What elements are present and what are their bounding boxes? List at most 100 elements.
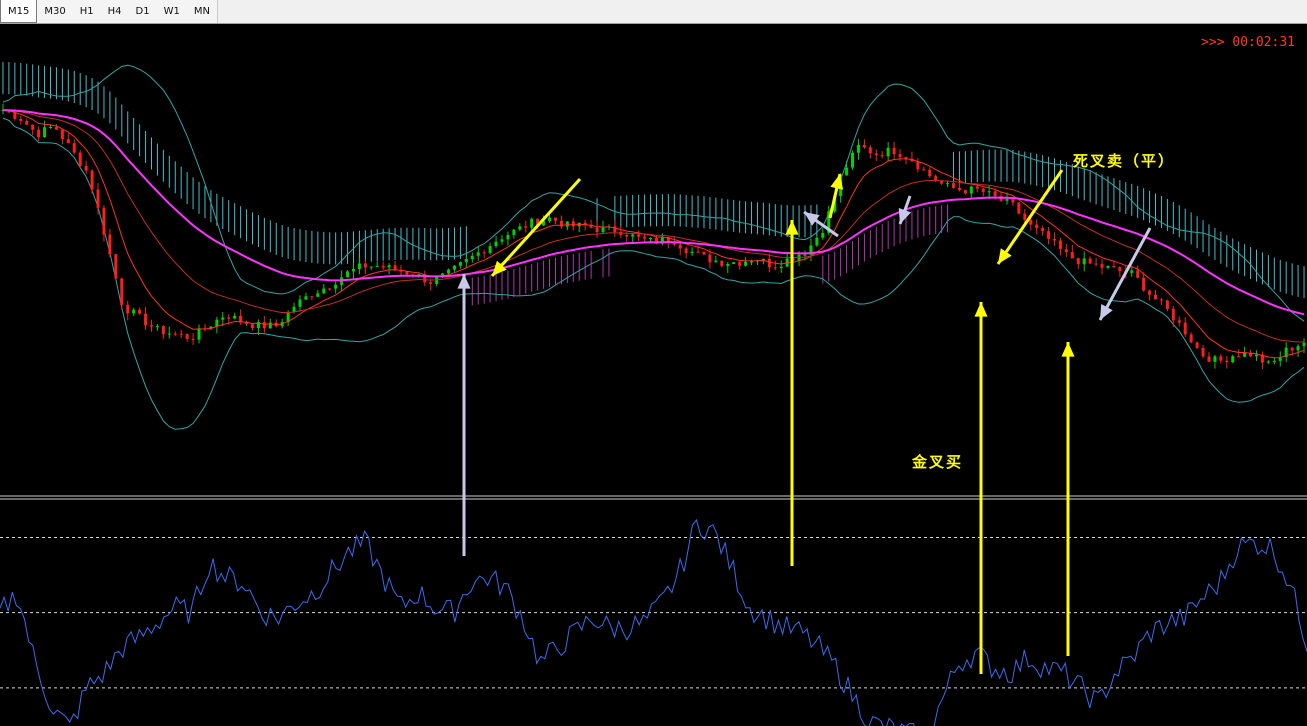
timeframe-m15[interactable]: M15 — [0, 0, 38, 23]
candle-body — [815, 237, 819, 246]
candle-body — [233, 315, 237, 319]
timeframe-mn[interactable]: MN — [193, 6, 210, 17]
candle-body — [239, 315, 243, 323]
candle-body — [1094, 263, 1098, 265]
candle-body — [66, 139, 70, 144]
candle-body — [1023, 213, 1027, 220]
arrow-yellow-1-head — [492, 260, 507, 276]
candle-body — [185, 334, 189, 339]
candle-body — [506, 234, 510, 240]
candle-body — [304, 296, 308, 300]
candle-body — [1278, 357, 1282, 361]
candle-body — [1207, 356, 1211, 362]
candle-body — [43, 127, 47, 138]
timeframe-h4[interactable]: H4 — [107, 6, 122, 17]
candle-body — [1047, 231, 1051, 239]
candle-body — [1035, 224, 1039, 229]
candle-body — [898, 154, 902, 158]
candle-body — [981, 188, 985, 193]
candle-body — [851, 152, 855, 168]
candle-body — [862, 144, 866, 148]
arrow-white-3-head — [898, 208, 912, 224]
arrow-yellow-vertical-2 — [974, 302, 988, 674]
candle-body — [328, 288, 332, 290]
candle-body — [631, 234, 635, 237]
timeframe-d1[interactable]: D1 — [135, 6, 150, 17]
candle-body — [809, 245, 813, 255]
candle-body — [583, 222, 587, 226]
candle-body — [1053, 238, 1057, 241]
candle-body — [1201, 347, 1205, 357]
candle-body — [720, 260, 724, 266]
timeframe-m30[interactable]: M30 — [44, 6, 66, 17]
candle-body — [405, 271, 409, 275]
candle-body — [946, 183, 950, 185]
candle-body — [25, 120, 29, 125]
candle-body — [387, 265, 391, 268]
arrow-yellow-3-head — [998, 248, 1012, 264]
candle-body — [744, 261, 748, 266]
candle-body — [1219, 356, 1223, 361]
candle-body — [1076, 258, 1080, 265]
candle-body — [589, 225, 593, 228]
candle-body — [1100, 264, 1104, 268]
candle-body — [1260, 354, 1264, 363]
candle-body — [1148, 290, 1152, 295]
candle-body — [654, 238, 658, 244]
timeframe-h1[interactable]: H1 — [79, 6, 94, 17]
candle-body — [102, 207, 106, 235]
arrow-yellow-3-shaft — [996, 169, 1064, 265]
candle-body — [1183, 322, 1187, 335]
arrow-yellow-3 — [996, 169, 1064, 265]
candle-body — [1302, 342, 1306, 347]
candle-body — [423, 274, 427, 283]
candle-body — [268, 322, 272, 329]
candle-body — [1070, 252, 1074, 259]
main-price-panel — [1, 62, 1306, 430]
candle-body — [666, 237, 670, 242]
candle-body — [773, 267, 777, 269]
candle-body — [144, 313, 148, 326]
candle-body — [714, 260, 718, 263]
candle-body — [892, 147, 896, 155]
candle-body — [553, 217, 557, 221]
timeframe-group: M15 M30 H1 H4 D1 W1 MN — [0, 0, 218, 23]
candle-body — [126, 304, 130, 314]
candle-body — [72, 143, 76, 153]
candle-body — [886, 147, 890, 157]
candle-body — [381, 266, 385, 268]
candle-body — [1154, 294, 1158, 300]
arrow-yellow-vertical-3 — [1061, 342, 1075, 656]
candle-body — [916, 161, 920, 170]
candle-body — [1041, 228, 1045, 232]
candle-body — [559, 220, 563, 227]
candle-body — [90, 170, 94, 190]
candle-body — [54, 127, 58, 130]
candle-body — [530, 218, 534, 228]
candle-body — [1082, 258, 1086, 265]
timeframe-w1[interactable]: W1 — [163, 6, 180, 17]
candle-body — [363, 263, 367, 268]
candle-body — [690, 251, 694, 254]
candle-body — [1011, 199, 1015, 203]
candle-body — [696, 251, 700, 253]
candle-body — [96, 189, 100, 208]
arrow-yellow-vertical-1 — [785, 220, 799, 566]
candle-body — [1064, 249, 1068, 253]
candle-body — [1255, 354, 1259, 357]
candle-body — [708, 254, 712, 263]
arrow-white-4-shaft — [1098, 227, 1152, 321]
candle-body — [1272, 360, 1276, 362]
chart-canvas[interactable] — [0, 24, 1307, 726]
candle-body — [542, 220, 546, 226]
candle-body — [969, 186, 973, 194]
candle-body — [643, 236, 647, 239]
candle-body — [1142, 277, 1146, 291]
candle-body — [1213, 356, 1217, 362]
candle-body — [1088, 258, 1092, 264]
candle-body — [868, 147, 872, 154]
candle-body — [880, 155, 884, 157]
ema-fast-line — [2, 109, 1305, 359]
candle-body — [637, 234, 641, 237]
candle-body — [161, 326, 165, 335]
